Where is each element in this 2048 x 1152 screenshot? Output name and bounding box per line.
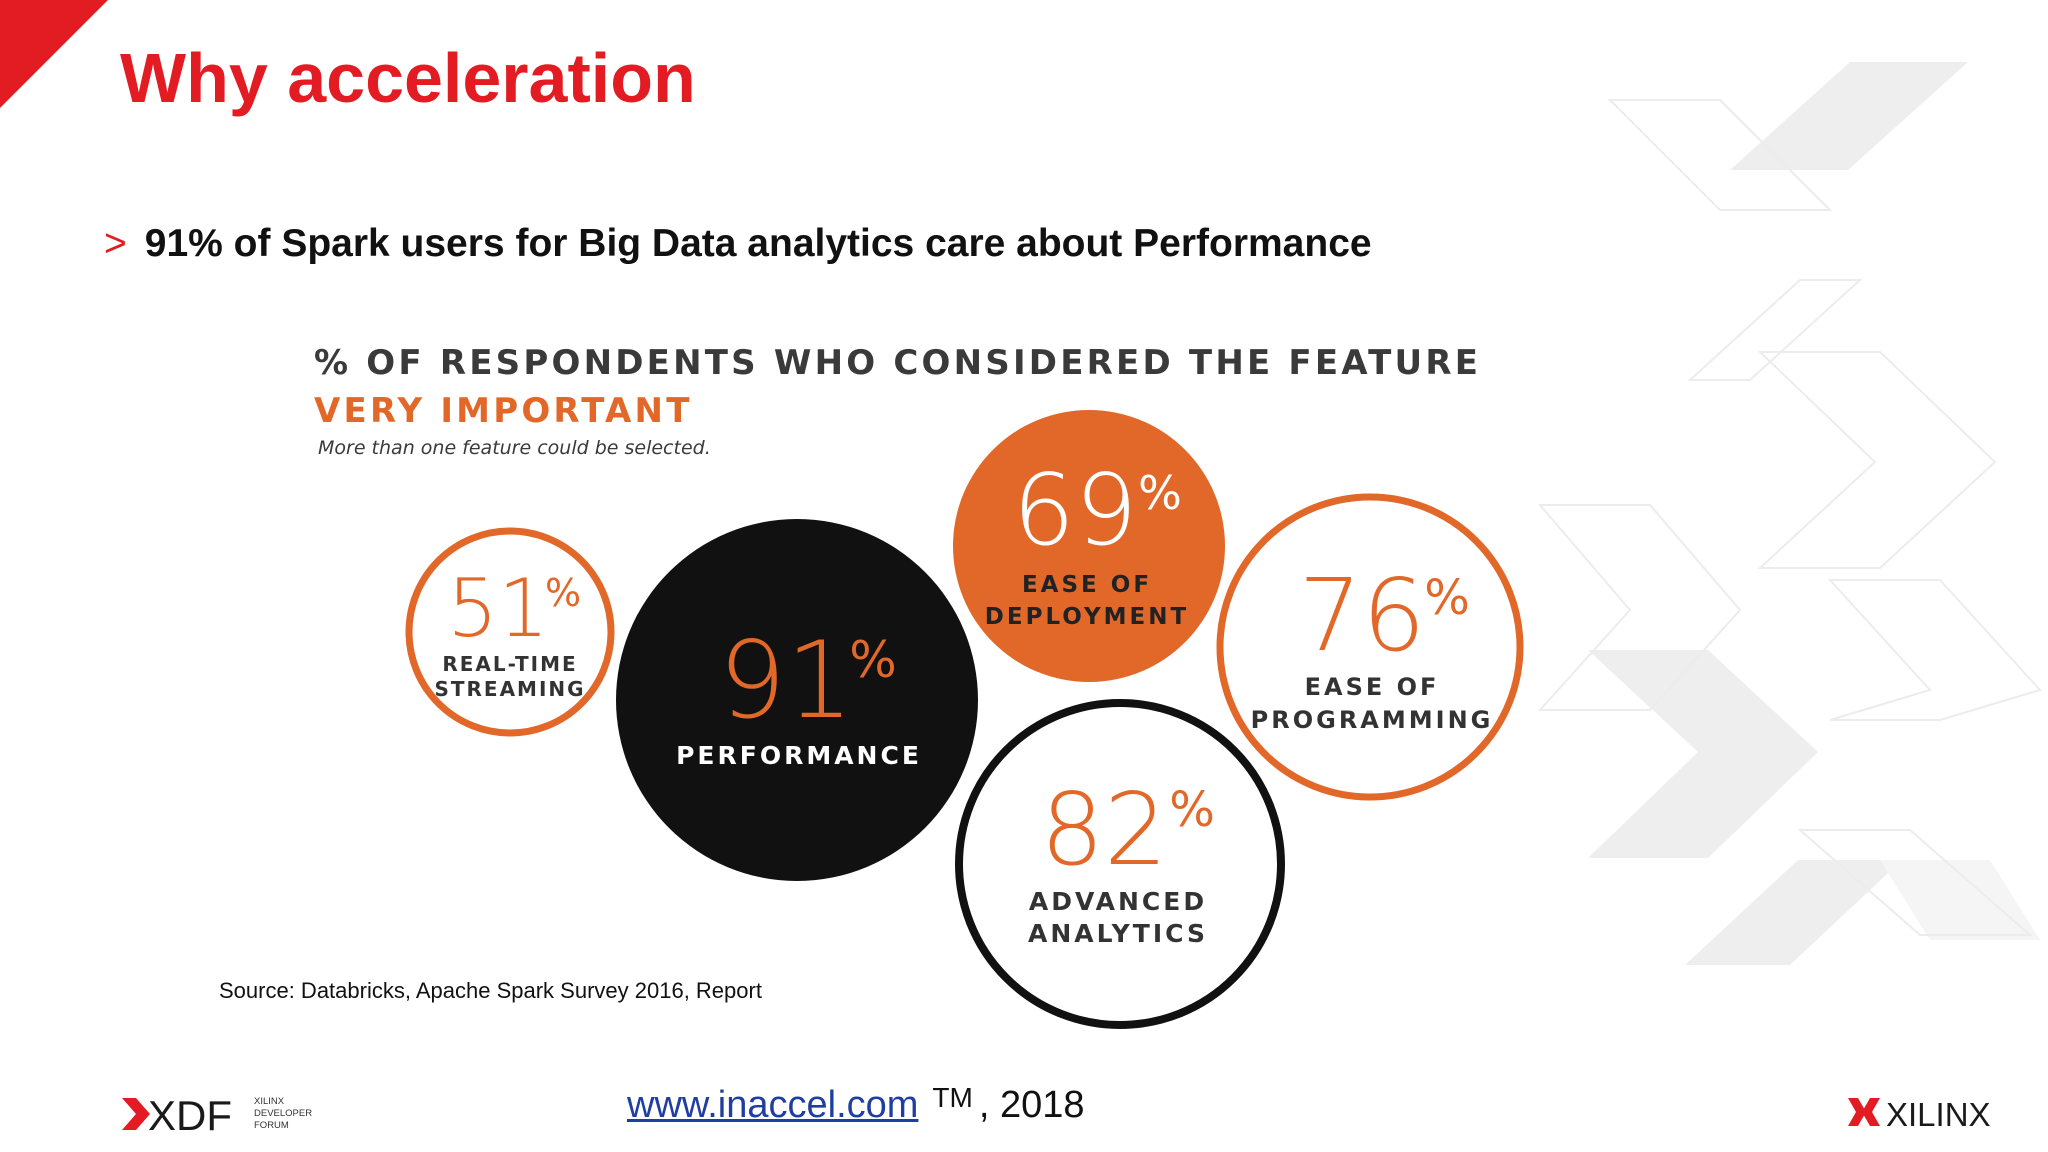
xilinx-mark-icon — [1848, 1098, 1880, 1126]
bubble-real-time-streaming-label-2: STREAMING — [434, 677, 585, 701]
bubble-ease-of-deployment: 69 % EASE OF DEPLOYMENT — [953, 410, 1225, 682]
bubble-performance-label: PERFORMANCE — [676, 741, 922, 770]
bubble-advanced-analytics: 82 % ADVANCED ANALYTICS — [955, 699, 1285, 1029]
xdf-logo-sub1: XILINX — [254, 1096, 285, 1107]
bubble-real-time-streaming-label-1: REAL-TIME — [442, 652, 577, 676]
bubble-advanced-analytics-label-1: ADVANCED — [1029, 887, 1207, 916]
bubble-performance-value: 91 — [719, 619, 854, 742]
infographic-heading: % OF RESPONDENTS WHO CONSIDERED THE FEAT… — [314, 343, 1481, 383]
bubble-ease-of-deployment-unit: % — [1138, 466, 1182, 520]
xilinx-logo: XILINX — [1848, 1096, 1991, 1132]
bubble-advanced-analytics-unit: % — [1169, 782, 1215, 838]
bubble-performance-circle — [616, 519, 978, 881]
bubble-ease-of-deployment-label-1: EASE OF — [1022, 572, 1152, 598]
bubble-advanced-analytics-label-2: ANALYTICS — [1028, 919, 1208, 948]
bubble-ease-of-programming-value: 76 — [1298, 557, 1425, 674]
bubble-real-time-streaming-circle — [405, 527, 615, 737]
inaccel-link[interactable]: www.inaccel.com — [627, 1084, 919, 1126]
bullet-marker: > — [104, 222, 127, 265]
bubble-ease-of-programming-unit: % — [1424, 570, 1470, 626]
bubble-advanced-analytics-value: 82 — [1040, 771, 1167, 888]
bubble-ease-of-programming-label-1: EASE OF — [1305, 673, 1440, 701]
bubble-ease-of-deployment-value: 69 — [1013, 454, 1138, 568]
bullet-point: >91% of Spark users for Big Data analyti… — [104, 222, 1372, 266]
corner-accent — [0, 0, 108, 108]
xilinx-logo-text: XILINX — [1886, 1096, 1991, 1132]
xdf-logo-sub3: FORUM — [254, 1120, 289, 1131]
bubble-real-time-streaming-value: 51 — [447, 562, 549, 655]
xdf-chevron-icon — [122, 1098, 150, 1130]
bullet-text: 91% of Spark users for Big Data analytic… — [144, 222, 1372, 265]
xdf-logo-sub2: DEVELOPER — [254, 1108, 312, 1119]
bubble-ease-of-programming-label-2: PROGRAMMING — [1251, 706, 1494, 734]
bubble-performance-unit: % — [849, 631, 897, 689]
bubble-ease-of-programming: 76 % EASE OF PROGRAMMING — [1216, 493, 1524, 801]
footer: www.inaccel.com TM, 2018 — [627, 1082, 1085, 1127]
bubble-advanced-analytics-circle — [955, 699, 1285, 1029]
bubble-ease-of-deployment-label-2: DEPLOYMENT — [985, 604, 1189, 630]
slide-title: Why acceleration — [120, 39, 696, 117]
bubble-ease-of-programming-circle — [1216, 493, 1524, 801]
infographic-subheading: VERY IMPORTANT — [314, 391, 693, 431]
xdf-logo-text: XDF — [148, 1092, 232, 1139]
bubble-ease-of-deployment-circle — [953, 410, 1225, 682]
xdf-logo: XDF XILINX DEVELOPER FORUM — [122, 1092, 312, 1139]
source-citation: Source: Databricks, Apache Spark Survey … — [219, 978, 762, 1003]
bubble-real-time-streaming-unit: % — [545, 571, 581, 615]
infographic-note: More than one feature could be selected. — [318, 437, 711, 459]
bubble-real-time-streaming: 51 % REAL-TIME STREAMING — [405, 527, 615, 737]
footer-year: , 2018 — [978, 1084, 1085, 1126]
trademark-mark: TM — [932, 1082, 973, 1113]
bubble-performance: 91 % PERFORMANCE — [616, 519, 978, 881]
